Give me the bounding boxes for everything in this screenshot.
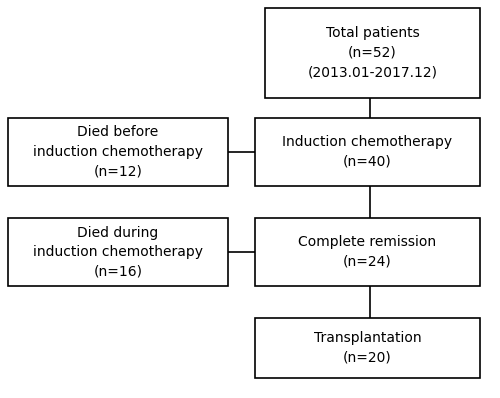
Bar: [8, 218, 228, 286]
Bar: [8, 118, 228, 186]
Bar: [255, 318, 480, 378]
Text: Complete remission
(n=24): Complete remission (n=24): [298, 235, 436, 269]
Bar: [255, 218, 480, 286]
Text: Transplantation
(n=20): Transplantation (n=20): [314, 331, 422, 365]
Text: Induction chemotherapy
(n=40): Induction chemotherapy (n=40): [282, 135, 452, 169]
Text: Total patients
(n=52)
(2013.01-2017.12): Total patients (n=52) (2013.01-2017.12): [308, 27, 438, 80]
Text: Died during
induction chemotherapy
(n=16): Died during induction chemotherapy (n=16…: [33, 226, 203, 279]
Bar: [265, 8, 480, 98]
Text: Died before
induction chemotherapy
(n=12): Died before induction chemotherapy (n=12…: [33, 125, 203, 178]
Bar: [255, 118, 480, 186]
